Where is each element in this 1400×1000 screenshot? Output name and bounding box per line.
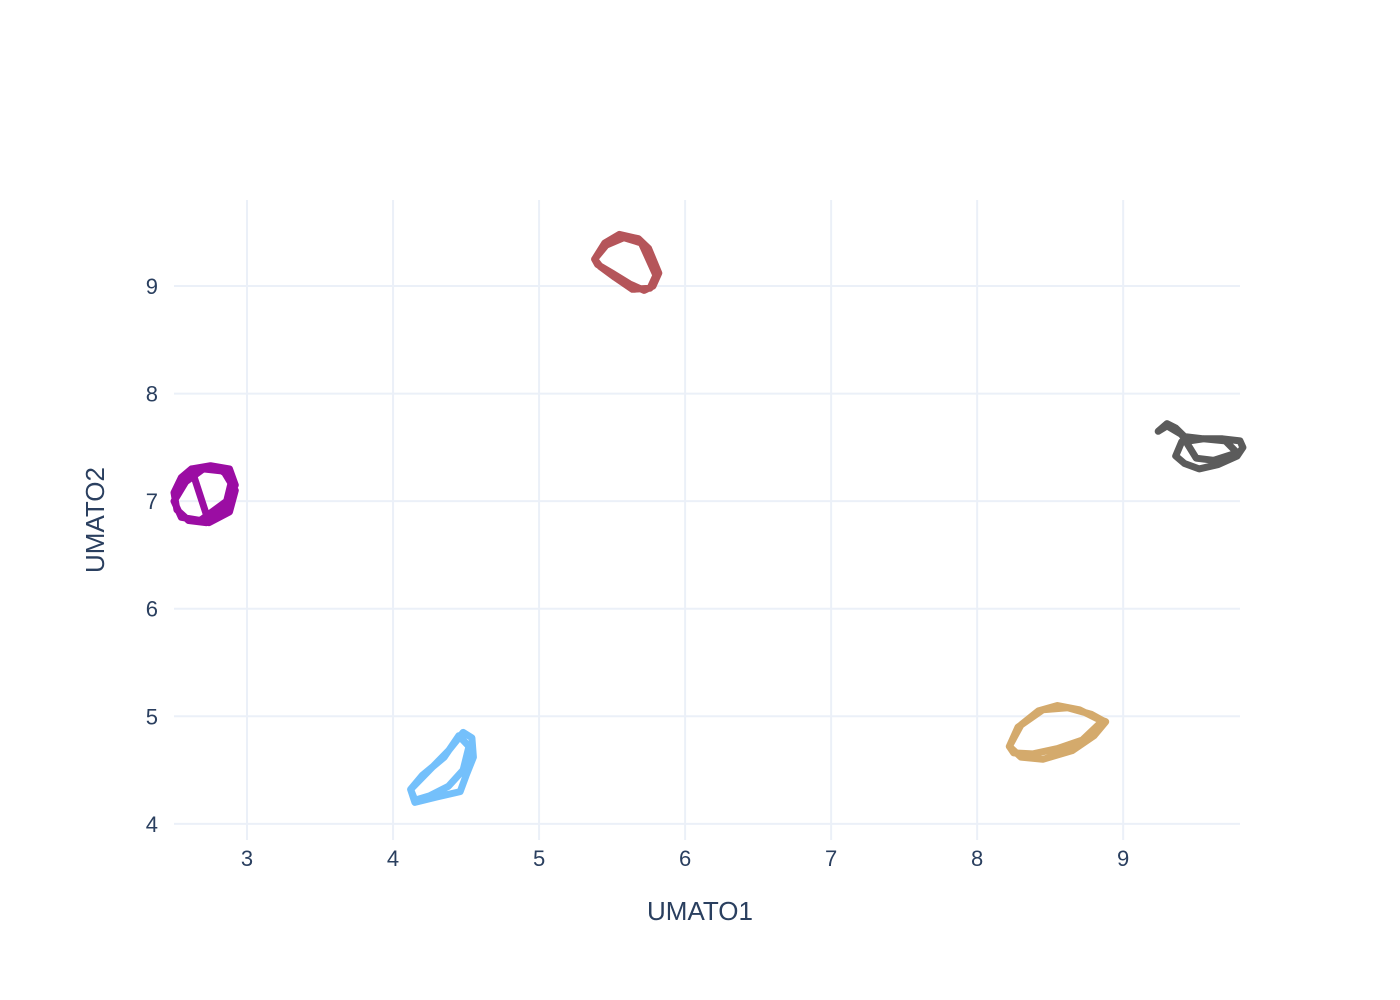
gridlines (174, 200, 1240, 840)
x-tick-label: 7 (825, 846, 837, 871)
x-tick-labels: 3 4 5 6 7 8 9 (241, 846, 1129, 871)
series-line-3 (1154, 420, 1247, 473)
x-tick-label: 6 (679, 846, 691, 871)
x-tick-label: 5 (533, 846, 545, 871)
x-tick-label: 9 (1117, 846, 1129, 871)
y-tick-label: 7 (146, 489, 158, 514)
series-line-1 (591, 230, 663, 294)
series-line-2 (170, 462, 239, 527)
series-layer (170, 230, 1247, 806)
y-tick-label: 6 (146, 597, 158, 622)
y-tick-label: 4 (146, 812, 158, 837)
y-axis-title: UMATO2 (80, 467, 110, 573)
y-tick-label: 5 (146, 704, 158, 729)
y-tick-labels: 4 5 6 7 8 9 (146, 274, 158, 837)
series-line-4 (407, 728, 477, 806)
y-tick-label: 8 (146, 382, 158, 407)
x-tick-label: 3 (241, 846, 253, 871)
x-tick-label: 4 (387, 846, 399, 871)
x-tick-label: 8 (971, 846, 983, 871)
y-tick-label: 9 (146, 274, 158, 299)
series-line-5 (1005, 702, 1110, 763)
x-axis-title: UMATO1 (647, 896, 753, 926)
